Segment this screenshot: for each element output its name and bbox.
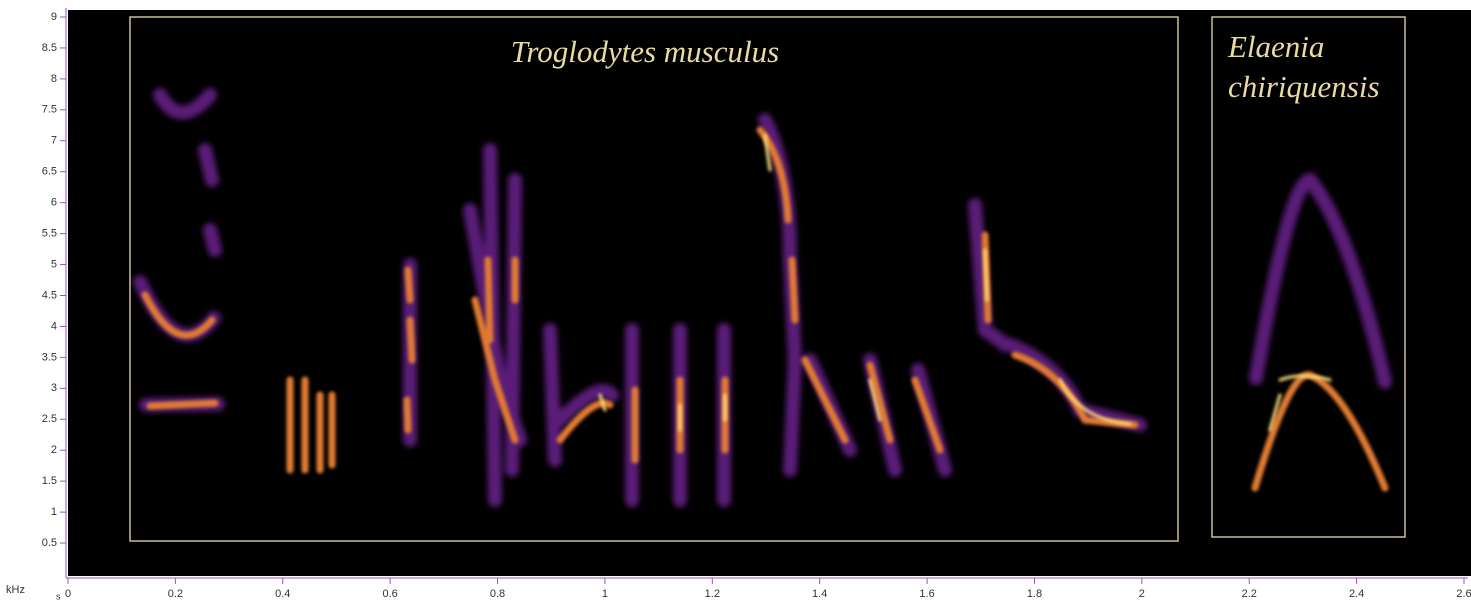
x-tick-label: 0 (65, 588, 71, 600)
x-tick-label: 0.8 (490, 588, 505, 600)
x-axis-label: s (56, 591, 61, 601)
x-tick-label: 2.2 (1242, 588, 1257, 600)
y-tick-label: 8 (51, 73, 57, 85)
y-tick-label: 8.5 (42, 42, 57, 54)
annotation-box (1211, 16, 1406, 538)
y-tick-label: 3 (51, 382, 57, 394)
y-tick-label: 5 (51, 258, 57, 270)
y-tick-label: 3.5 (42, 351, 57, 363)
y-tick-label: 9 (51, 11, 57, 23)
x-tick-label: 1.8 (1027, 588, 1042, 600)
y-tick-label: 7.5 (42, 104, 57, 116)
spectrogram-energy (133, 88, 1392, 507)
x-tick-label: 1.4 (812, 588, 827, 600)
y-tick-label: 4.5 (42, 289, 57, 301)
x-tick-label: 2 (1139, 588, 1145, 600)
y-tick-label: 0.5 (42, 537, 57, 549)
x-tick-label: 0.6 (383, 588, 398, 600)
x-tick-label: 1.2 (705, 588, 720, 600)
annotation: Troglodytes musculus (511, 34, 779, 69)
energy-high (598, 133, 1332, 432)
y-tick-label: 7 (51, 135, 57, 147)
x-tick-label: 0.4 (275, 588, 290, 600)
y-tick-label: 1 (51, 506, 57, 518)
x-tick-label: 2.4 (1349, 588, 1364, 600)
y-tick-label: 4 (51, 320, 57, 332)
x-tick-label: 1 (602, 588, 608, 600)
x-tick-label: 1.6 (919, 588, 934, 600)
y-tick-label: 2 (51, 444, 57, 456)
y-tick-label: 2.5 (42, 413, 57, 425)
y-tick-label: 6 (51, 197, 57, 209)
annotation: Elaenia (1227, 29, 1324, 64)
y-axis-label: kHz (6, 584, 25, 596)
y-tick-label: 5.5 (42, 228, 57, 240)
y-tick-label: 6.5 (42, 166, 57, 178)
x-tick-label: 0.2 (168, 588, 183, 600)
plot-background (68, 10, 1471, 576)
x-tick-label: 2.6 (1456, 588, 1471, 600)
annotation-box (129, 16, 1179, 542)
y-tick-label: 1.5 (42, 475, 57, 487)
annotation: chiriquensis (1228, 69, 1380, 104)
